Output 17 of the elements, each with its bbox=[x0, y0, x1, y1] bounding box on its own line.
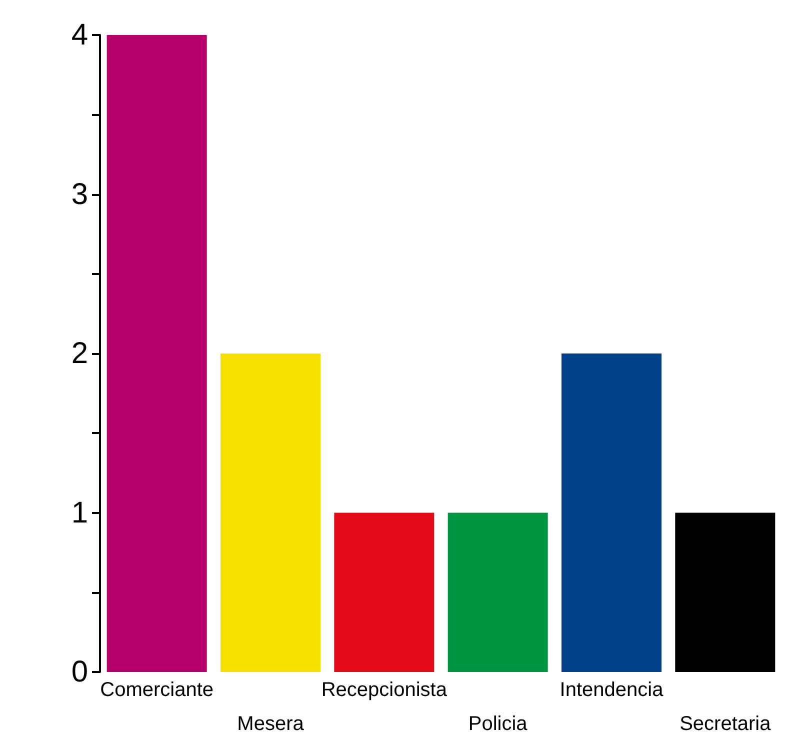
x-tick-label: Secretaria bbox=[680, 713, 772, 734]
x-tick-label: Policia bbox=[468, 713, 528, 734]
x-tick-label: Comerciante bbox=[100, 679, 214, 701]
x-tick-label: Intendencia bbox=[560, 679, 664, 701]
bar bbox=[334, 512, 434, 672]
y-tick-label: 0 bbox=[71, 656, 88, 688]
bar bbox=[220, 354, 320, 672]
y-tick-label: 1 bbox=[71, 496, 88, 530]
bar bbox=[562, 354, 662, 672]
y-tick-label: 3 bbox=[71, 178, 88, 211]
bar bbox=[675, 512, 776, 672]
y-tick-label: 4 bbox=[71, 18, 88, 52]
x-tick-label: Recepcionista bbox=[321, 679, 448, 701]
bar bbox=[448, 512, 548, 672]
y-tick-label: 2 bbox=[71, 337, 88, 370]
bar bbox=[106, 35, 207, 672]
x-tick-label: Mesera bbox=[237, 713, 305, 734]
